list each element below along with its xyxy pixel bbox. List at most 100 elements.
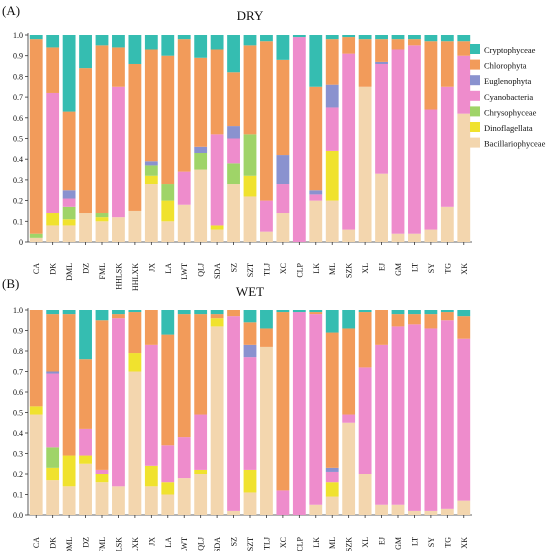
x-tick-label: SY xyxy=(427,537,436,547)
y-tick-label: 0.4 xyxy=(13,155,23,164)
bar-segment xyxy=(95,310,109,321)
bar-segment xyxy=(292,35,306,38)
bar-segment xyxy=(325,84,339,108)
bar-segment xyxy=(325,332,339,468)
bar-segment xyxy=(260,35,273,42)
bar-segment xyxy=(161,445,175,483)
y-tick-label: 0.1 xyxy=(13,491,23,500)
x-tick-label: SZ xyxy=(230,537,239,546)
bar-segment xyxy=(62,198,76,207)
bar-segment xyxy=(128,310,142,313)
bar-segment xyxy=(144,465,158,487)
bar-segment xyxy=(309,200,323,242)
bar-segment xyxy=(177,310,191,315)
bar-segment xyxy=(144,161,158,166)
bar-segment xyxy=(408,510,421,515)
y-tick-label: 0.1 xyxy=(13,217,23,226)
bar-segment xyxy=(161,482,175,495)
bar-segment xyxy=(161,334,175,446)
x-tick-label: TG xyxy=(443,263,452,274)
panel-label: (A) xyxy=(2,3,20,18)
bar-segment xyxy=(177,478,191,515)
bar-segment xyxy=(161,310,175,335)
bar-segment xyxy=(29,35,43,40)
bar-segment xyxy=(144,344,158,466)
bar-segment xyxy=(62,35,76,112)
bar-segment xyxy=(62,486,76,515)
bar-segment xyxy=(128,63,142,211)
bar-segment xyxy=(440,86,454,207)
bar-segment xyxy=(243,175,257,197)
bar-segment xyxy=(177,437,191,479)
bar-segment xyxy=(144,310,158,345)
chart-panel-1: (B) WET 0.0 0.1 0.2 0.3 0.4 0.5 0.6 0.7 0.8 0.9 1.0 C… xyxy=(2,276,472,551)
legend-label: Dinoflagellata xyxy=(484,123,533,133)
legend: Cryptophyceae Chlorophyta Euglenophyta Cyan… xyxy=(470,44,546,149)
bar-segment xyxy=(128,371,142,515)
y-tick-label: 0.7 xyxy=(13,93,23,102)
bar-segment xyxy=(342,229,356,242)
legend-swatch xyxy=(470,106,480,117)
x-tick-label: QLJ xyxy=(197,263,206,277)
bar-segment xyxy=(210,229,224,242)
bar-segment xyxy=(424,229,438,242)
bar-segment xyxy=(177,204,191,242)
bar-segment xyxy=(243,310,257,323)
bar-segment xyxy=(408,324,421,511)
bar-segment xyxy=(391,39,405,50)
x-tick-label: EJ xyxy=(378,537,387,545)
bar-segment xyxy=(194,469,208,474)
y-tick-label: 0.0 xyxy=(13,511,23,520)
bar-segment xyxy=(128,353,142,372)
bar-segment xyxy=(276,310,290,313)
x-tick-label: ML xyxy=(328,263,337,275)
bar-segment xyxy=(161,221,175,242)
bar-segment xyxy=(342,328,356,415)
x-tick-label: XC xyxy=(279,537,288,548)
legend-label: Bacillariophyceae xyxy=(484,139,546,149)
bar-segment xyxy=(177,171,191,205)
bar-segment xyxy=(457,41,471,56)
legend-label: Chrysophyceae xyxy=(484,107,537,117)
bar-segment xyxy=(325,482,339,497)
y-tick-label: 0.8 xyxy=(13,347,23,356)
x-tick-label: DK xyxy=(49,537,58,549)
bar-segment xyxy=(46,35,60,48)
bar-segment xyxy=(325,200,339,242)
bar-segment xyxy=(46,310,60,315)
x-tick-label: TLJ xyxy=(262,537,271,550)
bar-segment xyxy=(309,314,323,505)
legend-label: Chlorophyta xyxy=(484,61,527,71)
bar-segment xyxy=(79,68,92,214)
y-tick-label: 1.0 xyxy=(13,306,23,315)
y-tick-label: 0.7 xyxy=(13,368,23,377)
bar-segment xyxy=(227,35,240,73)
bar-segment xyxy=(194,35,208,58)
bar-segment xyxy=(440,35,454,42)
bar-segment xyxy=(194,152,208,170)
bar-segment xyxy=(210,35,224,50)
bar-segment xyxy=(243,45,257,135)
bar-segment xyxy=(309,504,323,515)
bar-segment xyxy=(260,41,273,201)
bar-segment xyxy=(161,200,175,222)
bar-segment xyxy=(227,126,240,139)
x-tick-label: LK xyxy=(312,263,321,274)
bar-segment xyxy=(144,165,158,176)
bar-segment xyxy=(144,49,158,162)
bar-segment xyxy=(95,45,109,214)
bar-segment xyxy=(29,39,43,234)
bar-segment xyxy=(440,508,454,515)
x-tick-label: SZT xyxy=(246,263,255,277)
y-tick-label: 0.6 xyxy=(13,114,23,123)
bar-segment xyxy=(292,310,306,313)
bar-segment xyxy=(391,35,405,40)
x-tick-label: CA xyxy=(32,263,41,274)
bar-segment xyxy=(260,200,273,232)
bar-segment xyxy=(309,312,323,315)
x-tick-label: XL xyxy=(361,263,370,274)
bar-segment xyxy=(112,310,125,315)
bar-segment xyxy=(46,314,60,372)
x-tick-label: LT xyxy=(410,537,419,546)
bar-segment xyxy=(95,474,109,483)
